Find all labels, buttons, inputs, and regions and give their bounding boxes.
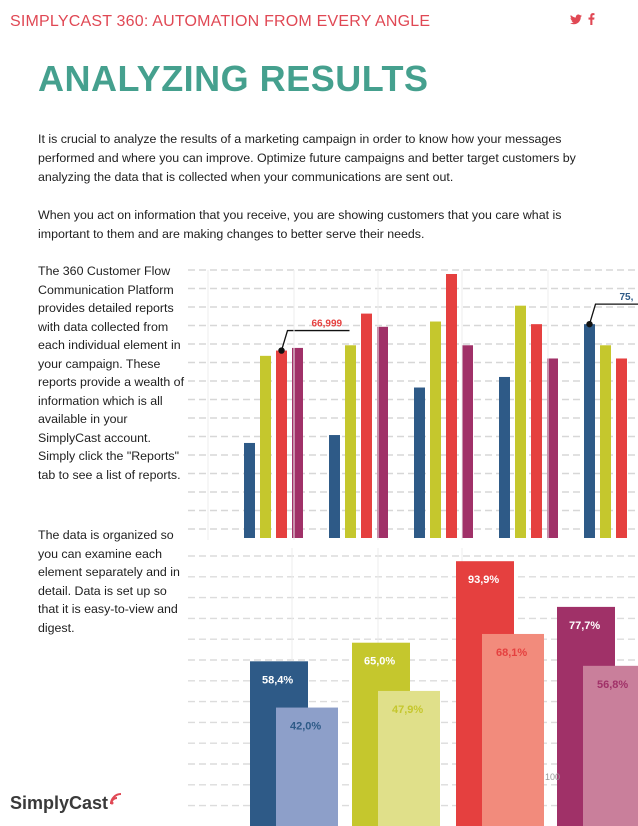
top-chart-bar bbox=[462, 345, 473, 538]
logo-text: SimplyCast bbox=[10, 793, 109, 813]
bottom-chart-secondary-label: 42,0% bbox=[290, 721, 321, 733]
second-paragraph: When you act on information that you rec… bbox=[38, 208, 562, 241]
top-chart-bar bbox=[244, 442, 255, 538]
annotation-label: 66,999 bbox=[312, 319, 343, 330]
bottom-chart-secondary-label: 47,9% bbox=[392, 704, 423, 716]
bottom-chart-tick-label: 100 bbox=[545, 772, 560, 782]
facebook-icon[interactable] bbox=[588, 12, 595, 30]
top-chart-bar bbox=[292, 347, 303, 538]
bottom-chart-primary-label: 77,7% bbox=[569, 620, 600, 632]
top-chart-bar bbox=[531, 324, 542, 538]
twitter-icon[interactable] bbox=[570, 12, 582, 30]
top-chart-bar bbox=[446, 274, 457, 538]
bottom-chart-secondary-bar bbox=[378, 690, 440, 826]
top-chart-bar bbox=[276, 350, 287, 538]
bottom-chart-secondary-label: 68,1% bbox=[496, 647, 527, 659]
bottom-chart-secondary-bar bbox=[276, 707, 338, 826]
header-title: SIMPLYCAST 360: AUTOMATION FROM EVERY AN… bbox=[10, 13, 431, 30]
annotation-label: 75, bbox=[620, 292, 634, 303]
wifi-signal-icon bbox=[110, 792, 122, 804]
top-chart-bar bbox=[377, 326, 388, 538]
top-chart-bar bbox=[260, 355, 271, 538]
top-chart-bar bbox=[499, 376, 510, 538]
annotation-leader bbox=[588, 303, 638, 325]
top-chart-bar bbox=[414, 387, 425, 538]
side-paragraph-reports: The 360 Customer Flow Communication Plat… bbox=[38, 264, 185, 482]
top-chart-bar bbox=[430, 321, 441, 538]
simplycast-logo: SimplyCast bbox=[10, 792, 123, 814]
bottom-chart-primary-label: 58,4% bbox=[262, 674, 293, 686]
top-chart-bar bbox=[515, 305, 526, 538]
intro-paragraph: It is crucial to analyze the results of … bbox=[38, 132, 576, 184]
top-chart-bar bbox=[329, 435, 340, 538]
top-chart-bar bbox=[584, 324, 595, 538]
page-title: ANALYZING RESULTS bbox=[38, 58, 429, 99]
top-chart-bar bbox=[600, 345, 611, 538]
top-chart-bar bbox=[547, 358, 558, 538]
bottom-chart-secondary-bar bbox=[482, 633, 544, 826]
side-paragraph-organized: The data is organized so you can examine… bbox=[38, 528, 180, 635]
bottom-chart-primary-label: 65,0% bbox=[364, 656, 395, 668]
annotation-leader bbox=[280, 329, 350, 351]
top-chart-bar bbox=[616, 358, 627, 538]
top-chart-bar bbox=[361, 313, 372, 538]
bottom-chart-primary-label: 93,9% bbox=[468, 574, 499, 586]
social-links bbox=[570, 12, 595, 30]
top-chart-bar bbox=[345, 345, 356, 538]
bottom-chart-secondary-bar bbox=[583, 665, 638, 826]
bottom-chart-secondary-label: 56,8% bbox=[597, 679, 628, 691]
